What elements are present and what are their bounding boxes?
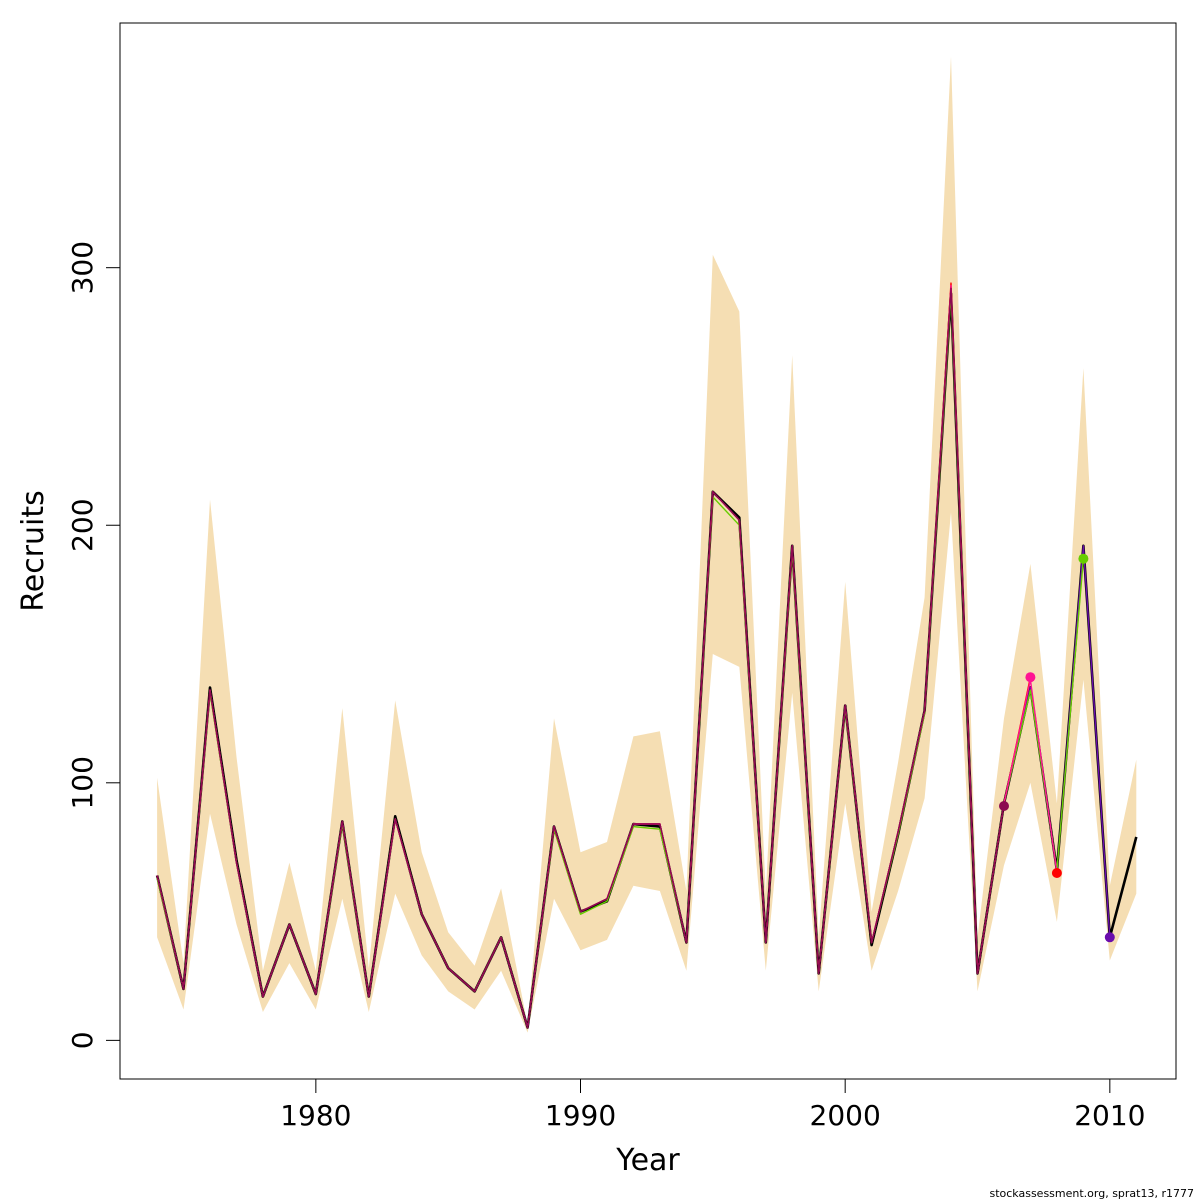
confidence-band bbox=[157, 56, 1137, 1033]
endpoint-points-layer bbox=[999, 553, 1115, 943]
credit-text: stockassessment.org, sprat13, r1777 bbox=[989, 1187, 1194, 1200]
y-tick-label-100: 100 bbox=[66, 756, 99, 809]
y-tick-label-300: 300 bbox=[66, 241, 99, 294]
x-axis: 1980 1990 2000 2010 bbox=[280, 1078, 1145, 1132]
y-tick-label-0: 0 bbox=[66, 1031, 99, 1049]
endpoint-point-2006 bbox=[999, 801, 1009, 811]
x-axis-title: Year bbox=[615, 1143, 680, 1178]
x-tick-label-1980: 1980 bbox=[280, 1099, 351, 1132]
y-axis-title: Recruits bbox=[16, 490, 51, 612]
y-tick-label-200: 200 bbox=[66, 498, 99, 551]
x-tick-label-2010: 2010 bbox=[1074, 1099, 1145, 1132]
confidence-band-layer bbox=[157, 56, 1137, 1033]
series-layer bbox=[155, 282, 1138, 1029]
endpoint-point-2009 bbox=[1078, 553, 1089, 564]
endpoint-point-2008 bbox=[1051, 868, 1062, 878]
x-tick-label-1990: 1990 bbox=[545, 1099, 616, 1132]
endpoint-point-2010 bbox=[1104, 932, 1115, 943]
series-line-retro-1 bbox=[156, 287, 1005, 1029]
x-tick-label-2000: 2000 bbox=[810, 1099, 881, 1132]
y-axis: 0 100 200 300 bbox=[66, 241, 121, 1049]
endpoint-point-2007 bbox=[1025, 672, 1036, 683]
